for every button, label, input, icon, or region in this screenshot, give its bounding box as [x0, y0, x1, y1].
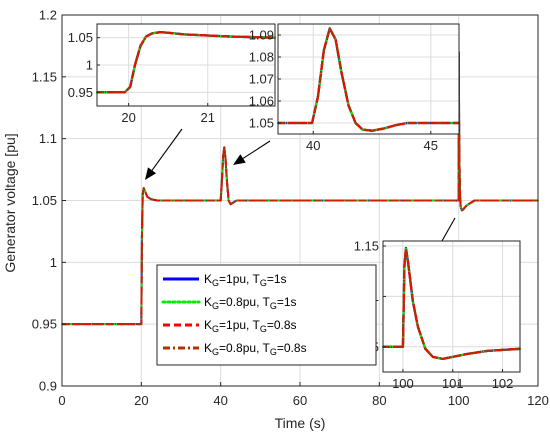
legend-label-part: G [260, 324, 267, 334]
legend-label-1: KG=1pu, TG=1s [204, 272, 287, 288]
inset-y-tick-label: 1 [86, 58, 93, 73]
series-line-4 [97, 31, 276, 94]
x-tick-label: 40 [213, 393, 227, 408]
inset-x-tick-label: 20 [121, 110, 135, 125]
inset-y-tick-label: 1.06 [249, 94, 274, 109]
y-axis-label: Generator voltage [pu] [2, 133, 18, 272]
inset-y-tick-label: 1.09 [249, 28, 274, 43]
legend-label-part: =0.8s [277, 341, 307, 355]
inset-y-tick-label: 0.95 [68, 85, 93, 100]
y-tick-label: 0.9 [39, 379, 57, 394]
legend-label-part: G [270, 301, 277, 311]
inset-x-tick-label: 102 [492, 376, 514, 391]
legend-label-part: K [204, 272, 212, 286]
y-tick-label: 1 [50, 255, 57, 270]
legend-label-part: G [212, 301, 219, 311]
legend-label-part: =1pu, T [219, 318, 260, 332]
callout-arrow-head-1 [145, 167, 157, 180]
x-tick-label: 80 [372, 393, 386, 408]
y-tick-label: 1.05 [32, 193, 57, 208]
legend-label-part: =1s [267, 272, 287, 286]
inset-frame [382, 240, 521, 373]
inset-y-tick-label: 1.07 [249, 72, 274, 87]
inset-plots: 20 21 0.95 1 1.05 40 45 1.05 1.06 1.07 1.08 1.09 100… [68, 23, 522, 391]
legend-label-part: G [212, 278, 219, 288]
callout-arrow-line-1 [151, 128, 183, 171]
y-tick-label: 1.2 [39, 8, 57, 23]
legend-label-part: =0.8pu, T [219, 341, 270, 355]
inset-x-tick-label: 100 [392, 376, 414, 391]
x-tick-label: 120 [527, 393, 549, 408]
legend-label-4: KG=0.8pu, TG=0.8s [204, 341, 307, 357]
x-axis-label: Time (s) [275, 415, 326, 431]
legend-label-part: G [270, 347, 277, 357]
legend-label-part: =0.8s [267, 318, 297, 332]
legend-label-part: G [212, 324, 219, 334]
x-tick-label: 60 [293, 393, 307, 408]
legend-label-part: G [260, 278, 267, 288]
x-tick-label: 0 [58, 393, 65, 408]
inset-y-tick-label: 1.05 [68, 30, 93, 45]
x-tick-label: 20 [134, 393, 148, 408]
inset-y-tick-label: 1.15 [354, 239, 379, 254]
series-line-4 [62, 51, 538, 326]
legend-label-3: KG=1pu, TG=0.8s [204, 318, 297, 334]
series-line-4 [383, 246, 521, 361]
inset-y-tick-label: 1.08 [249, 50, 274, 65]
inset-x-tick-label: 21 [201, 110, 215, 125]
legend-label-part: =1pu, T [219, 272, 260, 286]
inset-x-tick-label: 40 [306, 138, 320, 153]
legend-label-part: =1s [277, 295, 297, 309]
y-tick-label: 0.95 [32, 317, 57, 332]
y-tick-label: 1.1 [39, 131, 57, 146]
legend-label-part: K [204, 295, 212, 309]
legend-label-part: K [204, 318, 212, 332]
y-tick-label: 1.15 [32, 69, 57, 84]
legend-label-part: =0.8pu, T [219, 295, 270, 309]
legend-label-2: KG=0.8pu, TG=1s [204, 295, 297, 311]
x-tick-label: 100 [448, 393, 470, 408]
inset-2: 40 45 1.05 1.06 1.07 1.08 1.09 [249, 23, 461, 153]
inset-x-tick-label: 101 [442, 376, 464, 391]
main-plot-lines [61, 51, 539, 326]
inset-y-tick-label: 1.05 [249, 116, 274, 131]
callout-arrow-line-2 [242, 140, 271, 159]
inset-x-tick-label: 45 [424, 138, 438, 153]
series-line-4 [278, 27, 459, 132]
callout-arrow-head-2 [233, 154, 246, 165]
legend-label-part: K [204, 341, 212, 355]
legend-label-part: G [212, 347, 219, 357]
inset-1: 20 21 0.95 1 1.05 [68, 23, 277, 125]
